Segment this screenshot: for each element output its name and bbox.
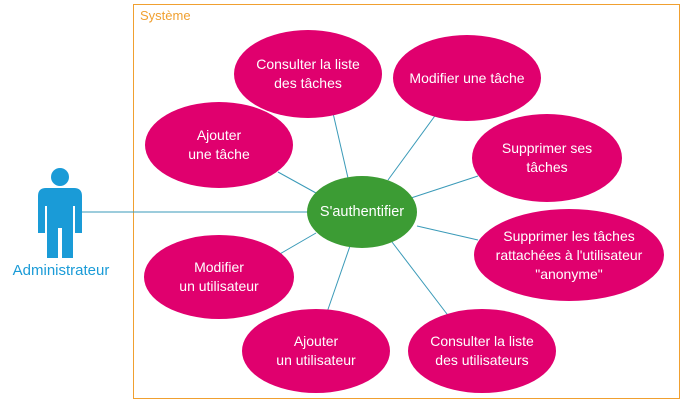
use-case-label-consulter-taches: Consulter la liste des tâches bbox=[256, 56, 360, 91]
use-case-supprimer-anonyme[interactable] bbox=[474, 209, 664, 301]
use-case-label-authentifier: S'authentifier bbox=[319, 203, 405, 220]
use-case-label-modifier-tache: Modifier une tâche bbox=[409, 69, 525, 86]
actor-label: Administrateur bbox=[12, 262, 110, 279]
use-case-supprimer-taches[interactable] bbox=[472, 114, 622, 202]
use-case-modifier-tache[interactable] bbox=[393, 35, 541, 121]
association-modifier-utilisateur bbox=[277, 232, 317, 256]
association-ajouter-tache bbox=[277, 171, 317, 194]
association-supprimer-anonyme bbox=[416, 225, 479, 241]
system-title: Système bbox=[140, 8, 191, 23]
use-case-authentifier[interactable] bbox=[307, 176, 417, 248]
use-case-label-modifier-utilisateur: Modifier un utilisateur bbox=[179, 259, 259, 294]
use-case-label-supprimer-taches: Supprimer ses tâches bbox=[501, 140, 593, 175]
use-case-label-consulter-utilisateurs: Consulter la liste des utilisateurs bbox=[430, 333, 534, 368]
association-consulter-utilisateurs bbox=[391, 241, 451, 319]
actor-figure bbox=[38, 168, 82, 258]
association-ajouter-utilisateur bbox=[324, 245, 351, 319]
system-boundary bbox=[133, 4, 680, 399]
use-case-ajouter-tache[interactable] bbox=[145, 102, 293, 188]
association-consulter-taches bbox=[332, 112, 349, 179]
use-case-consulter-taches[interactable] bbox=[234, 30, 382, 118]
use-case-label-ajouter-utilisateur: Ajouter un utilisateur bbox=[276, 333, 356, 368]
associations bbox=[82, 112, 479, 319]
association-supprimer-taches bbox=[410, 175, 479, 199]
use-case-modifier-utilisateur[interactable] bbox=[144, 235, 294, 319]
use-case-consulter-utilisateurs[interactable] bbox=[408, 309, 556, 393]
association-modifier-tache bbox=[387, 112, 438, 181]
use-case-label-ajouter-tache: Ajouter une tâche bbox=[188, 127, 250, 162]
use-case-label-supprimer-anonyme: Supprimer les tâches rattachées à l'util… bbox=[495, 227, 643, 282]
use-case-ajouter-utilisateur[interactable] bbox=[242, 309, 390, 393]
